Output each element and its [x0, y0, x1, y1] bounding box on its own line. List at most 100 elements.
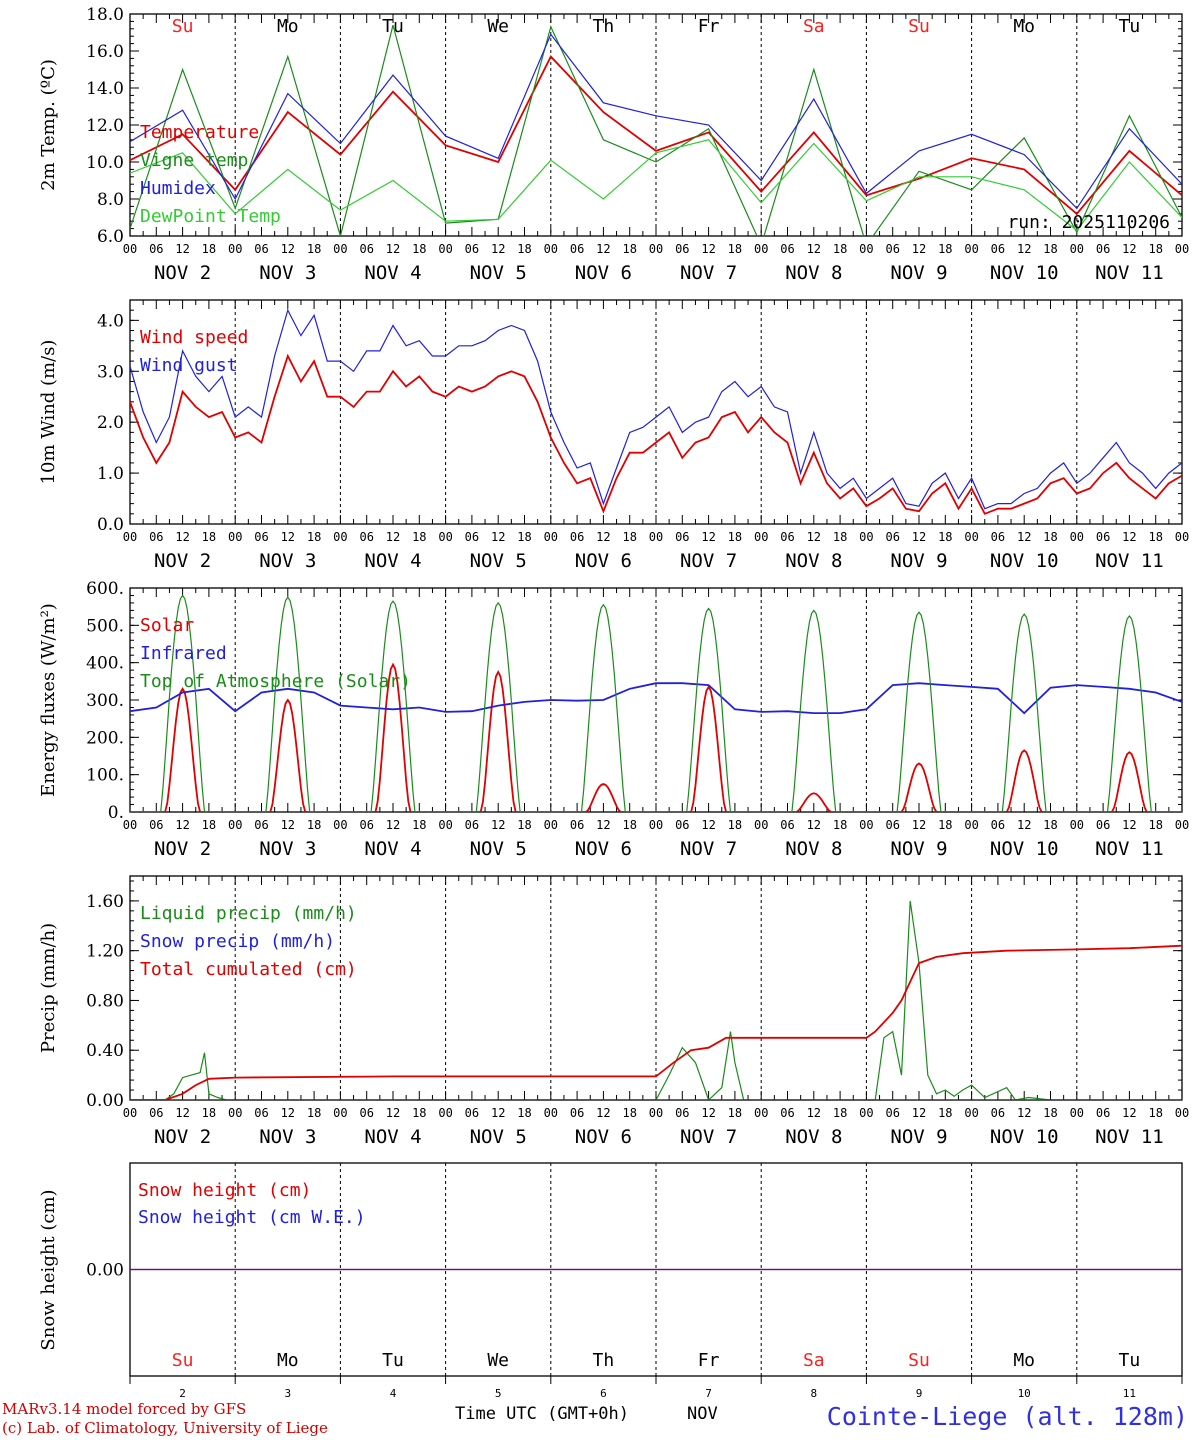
hour-label: 00 — [438, 242, 452, 256]
day-name: Tu — [1119, 1350, 1141, 1371]
hour-label: 00 — [544, 242, 558, 256]
hour-label: 00 — [1070, 530, 1084, 544]
hour-label: 06 — [254, 242, 268, 256]
hour-label: 18 — [938, 818, 952, 832]
hour-label: 06 — [885, 530, 899, 544]
hour-label: 18 — [622, 242, 636, 256]
date-label: NOV 11 — [1095, 262, 1164, 284]
hour-label: 18 — [517, 1106, 531, 1120]
y-tick-label: 0.0 — [97, 515, 124, 535]
hour-label: 12 — [386, 818, 400, 832]
date-label: NOV 8 — [785, 262, 842, 284]
day-name: Mo — [277, 1350, 299, 1371]
y-tick-label: 16.0 — [86, 42, 124, 62]
hour-label: 18 — [833, 530, 847, 544]
y-tick-label: 0.80 — [86, 991, 124, 1011]
date-label: NOV 2 — [154, 1126, 211, 1148]
date-number: 9 — [916, 1387, 923, 1400]
date-label: NOV 11 — [1095, 550, 1164, 572]
hour-label: 12 — [1017, 818, 1031, 832]
hour-label: 00 — [438, 1106, 452, 1120]
date-number: 5 — [495, 1387, 502, 1400]
date-label: NOV 2 — [154, 550, 211, 572]
hour-label: 00 — [964, 242, 978, 256]
hour-label: 06 — [991, 242, 1005, 256]
hour-label: 12 — [281, 242, 295, 256]
y-tick-label: 0.00 — [86, 1261, 124, 1281]
hour-label: 06 — [991, 530, 1005, 544]
legend-liquid-precip-mm-h-: Liquid precip (mm/h) — [140, 903, 357, 924]
y-tick-label: 4.0 — [97, 311, 124, 331]
date-label: NOV 6 — [575, 838, 632, 860]
day-name: Tu — [1119, 16, 1141, 37]
hour-label: 06 — [359, 242, 373, 256]
date-label: NOV 7 — [680, 262, 737, 284]
hour-label: 06 — [359, 818, 373, 832]
hour-label: 06 — [780, 1106, 794, 1120]
hour-label: 00 — [1070, 1106, 1084, 1120]
hour-label: 06 — [570, 818, 584, 832]
hour-label: 18 — [622, 1106, 636, 1120]
hour-label: 18 — [728, 530, 742, 544]
hour-label: 06 — [465, 1106, 479, 1120]
hour-label: 12 — [281, 818, 295, 832]
hour-label: 12 — [1122, 242, 1136, 256]
hour-label: 12 — [386, 1106, 400, 1120]
day-name: Th — [593, 1350, 615, 1371]
hour-label: 18 — [728, 242, 742, 256]
hour-label: 00 — [754, 1106, 768, 1120]
day-name: Fr — [698, 16, 720, 37]
day-name: Sa — [803, 16, 825, 37]
hour-label: 00 — [964, 818, 978, 832]
y-tick-label: 100. — [86, 766, 124, 786]
hour-label: 18 — [412, 530, 426, 544]
hour-label: 18 — [307, 818, 321, 832]
day-name: Mo — [277, 16, 299, 37]
y-axis-title-flux: Energy fluxes (W/m²) — [38, 603, 59, 797]
date-label: NOV 4 — [364, 1126, 421, 1148]
y-tick-label: 1.0 — [97, 464, 124, 484]
series-line-wind-gust — [130, 308, 1182, 510]
y-axis-title-precip: Precip (mm/h) — [38, 923, 59, 1053]
hour-label: 18 — [202, 530, 216, 544]
series-line-vigne-temp — [130, 24, 1182, 236]
y-tick-label: 600. — [86, 579, 124, 599]
hour-label: 18 — [307, 530, 321, 544]
x-axis-month: NOV — [687, 1404, 718, 1424]
run-label: run: 2025110206 — [1007, 212, 1170, 233]
footer-credit-lab: (c) Lab. of Climatology, University of L… — [2, 1419, 328, 1437]
date-number: 7 — [705, 1387, 712, 1400]
panel-frame-wind — [129, 299, 1183, 525]
hour-label: 12 — [912, 530, 926, 544]
hour-label: 00 — [964, 530, 978, 544]
hour-label: 18 — [307, 1106, 321, 1120]
hour-label: 12 — [175, 242, 189, 256]
date-label: NOV 9 — [890, 838, 947, 860]
date-label: NOV 2 — [154, 262, 211, 284]
y-tick-label: 10.0 — [86, 153, 124, 173]
date-label: NOV 2 — [154, 838, 211, 860]
hour-label: 06 — [254, 1106, 268, 1120]
hour-label: 18 — [1043, 1106, 1057, 1120]
y-tick-label: 0.00 — [86, 1091, 124, 1111]
hour-label: 00 — [123, 242, 137, 256]
date-label: NOV 9 — [890, 1126, 947, 1148]
hour-label: 06 — [1096, 242, 1110, 256]
legend-total-cumulated-cm-: Total cumulated (cm) — [140, 959, 357, 980]
footer-credit-model: MARv3.14 model forced by GFS — [2, 1400, 247, 1418]
date-label: NOV 6 — [575, 550, 632, 572]
hour-label: 12 — [386, 530, 400, 544]
hour-label: 06 — [675, 530, 689, 544]
date-label: NOV 4 — [364, 838, 421, 860]
hour-label: 00 — [754, 818, 768, 832]
hour-label: 12 — [912, 818, 926, 832]
series-line-top-of-atmosphere-solar- — [130, 594, 1182, 812]
legend-wind-speed: Wind speed — [140, 327, 248, 348]
date-label: NOV 3 — [259, 1126, 316, 1148]
hour-label: 18 — [1043, 530, 1057, 544]
date-label: NOV 6 — [575, 1126, 632, 1148]
hour-label: 06 — [149, 530, 163, 544]
series-line-dewpoint-temp — [130, 139, 1182, 232]
date-label: NOV 10 — [990, 550, 1059, 572]
date-label: NOV 11 — [1095, 838, 1164, 860]
